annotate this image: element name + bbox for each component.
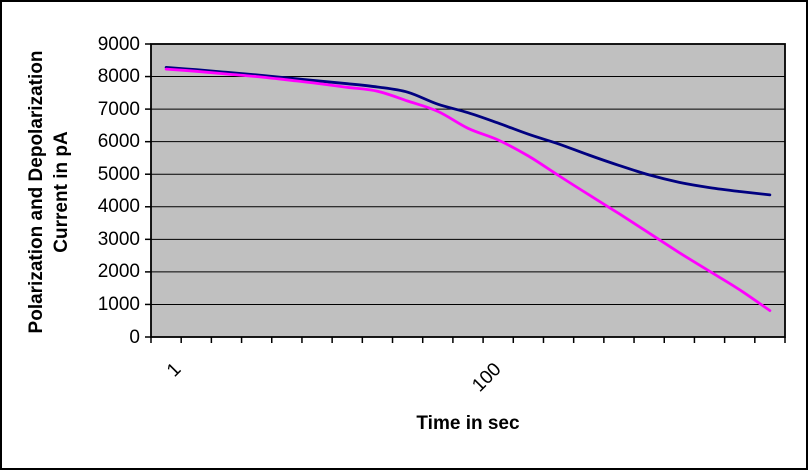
y-tick-label: 9000 (97, 33, 140, 55)
polarization-current-line (164, 66, 772, 197)
y-tick-label: 3000 (97, 228, 140, 250)
y-tick-label: 8000 (97, 66, 140, 88)
y-axis-title-line1: Polarization and Depolarization (26, 50, 47, 334)
y-axis-title: Polarization and Depolarization Current … (24, 51, 74, 334)
plot-area-background (151, 44, 785, 337)
y-tick-label: 4000 (97, 196, 140, 218)
y-axis-title-line2: Current in pA (51, 131, 72, 253)
y-tick-label: 6000 (97, 131, 140, 153)
y-tick-label: 5000 (97, 163, 140, 185)
y-tick-label: 7000 (97, 98, 140, 120)
y-tick-label: 1000 (97, 293, 140, 315)
depolarization-current-line (164, 67, 772, 312)
plot-area-border (150, 43, 786, 338)
y-tick-label: 0 (129, 326, 140, 348)
x-axis-title: Time in sec (416, 413, 520, 434)
y-tick-label: 2000 (97, 261, 140, 283)
